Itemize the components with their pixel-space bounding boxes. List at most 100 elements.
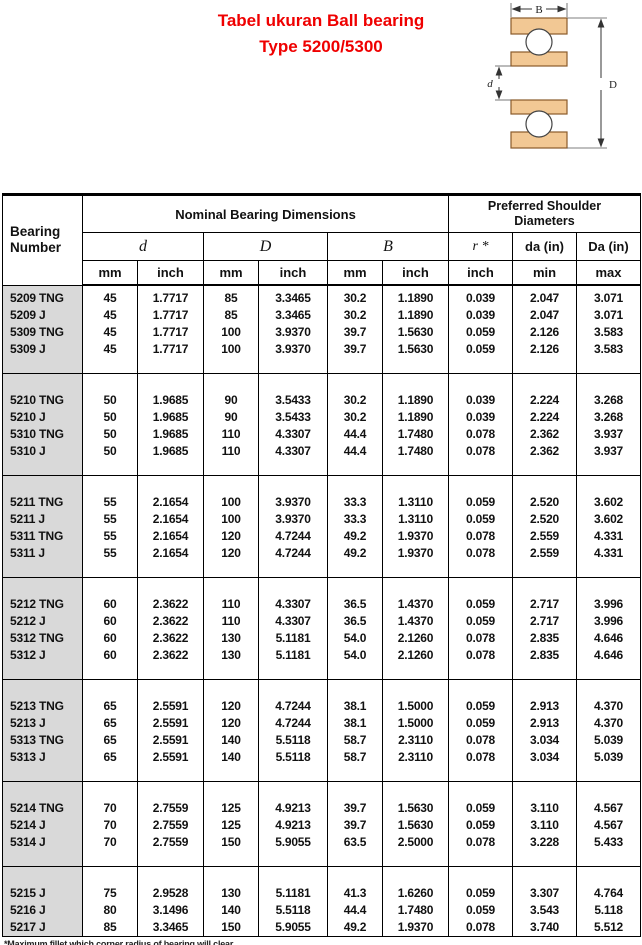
value-cell: 1.5000 <box>382 715 449 732</box>
table-row: 5311 TNG 55 2.1654 120 4.7244 49.2 1.9370 0.078… <box>2 528 641 545</box>
bearing-number-cell: 5213 TNG <box>2 694 83 715</box>
value-cell: 1.5630 <box>382 324 449 341</box>
table-row: 5212 TNG 60 2.3622 110 4.3307 36.5 1.4370 0.059… <box>2 592 641 613</box>
value-cell: 2.1654 <box>137 490 204 511</box>
value-cell: 55 <box>82 511 138 528</box>
value-cell: 41.3 <box>327 881 383 902</box>
table-row: 5314 J 70 2.7559 150 5.9055 63.5 2.5000 0.078 3.… <box>2 834 641 851</box>
table-footnote: *Maximum fillet which corner radius of b… <box>4 939 235 945</box>
value-cell: 4.646 <box>576 647 641 664</box>
bearing-number-cell: 5309 J <box>2 341 83 358</box>
value-cell: 0.059 <box>448 902 513 919</box>
value-cell: 1.9685 <box>137 409 204 426</box>
value-cell: 2.835 <box>512 647 577 664</box>
value-cell: 4.370 <box>576 715 641 732</box>
table-row: 5311 J 55 2.1654 120 4.7244 49.2 1.9370 0.078 2.… <box>2 545 641 562</box>
bearing-number-cell: 5217 J <box>2 919 83 937</box>
value-cell: 150 <box>203 919 259 937</box>
dim-label-D: D <box>609 79 617 91</box>
value-cell: 110 <box>203 592 259 613</box>
value-cell: 55 <box>82 528 138 545</box>
bearing-number-cell: 5209 J <box>2 307 83 324</box>
value-cell: 2.835 <box>512 630 577 647</box>
value-cell: 2.913 <box>512 694 577 715</box>
value-cell: 45 <box>82 341 138 358</box>
value-cell: 2.1654 <box>137 528 204 545</box>
value-cell: 1.9370 <box>382 919 449 937</box>
value-cell: 3.9370 <box>258 341 328 358</box>
value-cell: 0.078 <box>448 426 513 443</box>
bearing-number-cell: 5311 J <box>2 545 83 562</box>
value-cell: 3.110 <box>512 796 577 817</box>
table-row: 5214 TNG 70 2.7559 125 4.9213 39.7 1.5630 0.059… <box>2 796 641 817</box>
value-cell: 140 <box>203 902 259 919</box>
value-cell: 2.717 <box>512 592 577 613</box>
value-cell: 50 <box>82 443 138 460</box>
value-cell: 49.2 <box>327 919 383 937</box>
value-cell: 30.2 <box>327 409 383 426</box>
value-cell: 5.512 <box>576 919 641 937</box>
value-cell: 0.059 <box>448 324 513 341</box>
value-cell: 3.268 <box>576 388 641 409</box>
value-cell: 4.9213 <box>258 817 328 834</box>
value-cell: 50 <box>82 388 138 409</box>
value-cell: 3.9370 <box>258 490 328 511</box>
value-cell: 49.2 <box>327 545 383 562</box>
value-cell: 150 <box>203 834 259 851</box>
bearing-number-cell: 5215 J <box>2 881 83 902</box>
col-header-preferred-shoulder: Preferred Shoulder Diameters <box>448 194 641 233</box>
value-cell: 0.078 <box>448 749 513 766</box>
table-row: 5309 J 45 1.7717 100 3.9370 39.7 1.5630 0.059 2.… <box>2 341 641 358</box>
value-cell: 1.7717 <box>137 285 204 307</box>
value-cell: 65 <box>82 694 138 715</box>
value-cell: 3.543 <box>512 902 577 919</box>
value-cell: 1.7480 <box>382 426 449 443</box>
value-cell: 0.059 <box>448 715 513 732</box>
value-cell: 4.3307 <box>258 592 328 613</box>
value-cell: 110 <box>203 613 259 630</box>
value-cell: 30.2 <box>327 388 383 409</box>
table-row: 5213 J 65 2.5591 120 4.7244 38.1 1.5000 0.059 2.… <box>2 715 641 732</box>
table-row: 5209 J 45 1.7717 85 3.3465 30.2 1.1890 0.039 2.0… <box>2 307 641 324</box>
value-cell: 2.3622 <box>137 630 204 647</box>
value-cell: 2.1654 <box>137 511 204 528</box>
value-cell: 38.1 <box>327 694 383 715</box>
value-cell: 5.5118 <box>258 749 328 766</box>
table-header: Bearing Number Nominal Bearing Dimension… <box>2 194 641 286</box>
value-cell: 0.059 <box>448 817 513 834</box>
value-cell: 2.1260 <box>382 647 449 664</box>
value-cell: 100 <box>203 490 259 511</box>
table-row: 5213 TNG 65 2.5591 120 4.7244 38.1 1.5000 0.059… <box>2 694 641 715</box>
value-cell: 5.118 <box>576 902 641 919</box>
value-cell: 140 <box>203 732 259 749</box>
value-cell: 65 <box>82 715 138 732</box>
value-cell: 4.7244 <box>258 715 328 732</box>
value-cell: 0.059 <box>448 881 513 902</box>
value-cell: 4.9213 <box>258 796 328 817</box>
value-cell: 0.078 <box>448 443 513 460</box>
value-cell: 2.126 <box>512 341 577 358</box>
value-cell: 39.7 <box>327 324 383 341</box>
col-header-bearing-number: Bearing Number <box>2 194 83 286</box>
unit-header: max <box>576 260 641 286</box>
value-cell: 0.059 <box>448 511 513 528</box>
value-cell: 0.059 <box>448 796 513 817</box>
page-title-line1: Tabel ukuran Ball bearing <box>217 11 425 30</box>
bearing-number-cell: 5210 J <box>2 409 83 426</box>
value-cell: 2.362 <box>512 426 577 443</box>
value-cell: 0.039 <box>448 307 513 324</box>
value-cell: 0.078 <box>448 834 513 851</box>
value-cell: 75 <box>82 881 138 902</box>
value-cell: 2.362 <box>512 443 577 460</box>
group-separator <box>2 562 641 592</box>
value-cell: 2.5591 <box>137 694 204 715</box>
value-cell: 30.2 <box>327 285 383 307</box>
value-cell: 5.5118 <box>258 732 328 749</box>
table-row: 5209 TNG 45 1.7717 85 3.3465 30.2 1.1890 0.039 2… <box>2 285 641 307</box>
value-cell: 1.9685 <box>137 443 204 460</box>
value-cell: 39.7 <box>327 341 383 358</box>
value-cell: 3.110 <box>512 817 577 834</box>
bearing-number-cell: 5309 TNG <box>2 324 83 341</box>
value-cell: 4.331 <box>576 545 641 562</box>
value-cell: 1.1890 <box>382 285 449 307</box>
